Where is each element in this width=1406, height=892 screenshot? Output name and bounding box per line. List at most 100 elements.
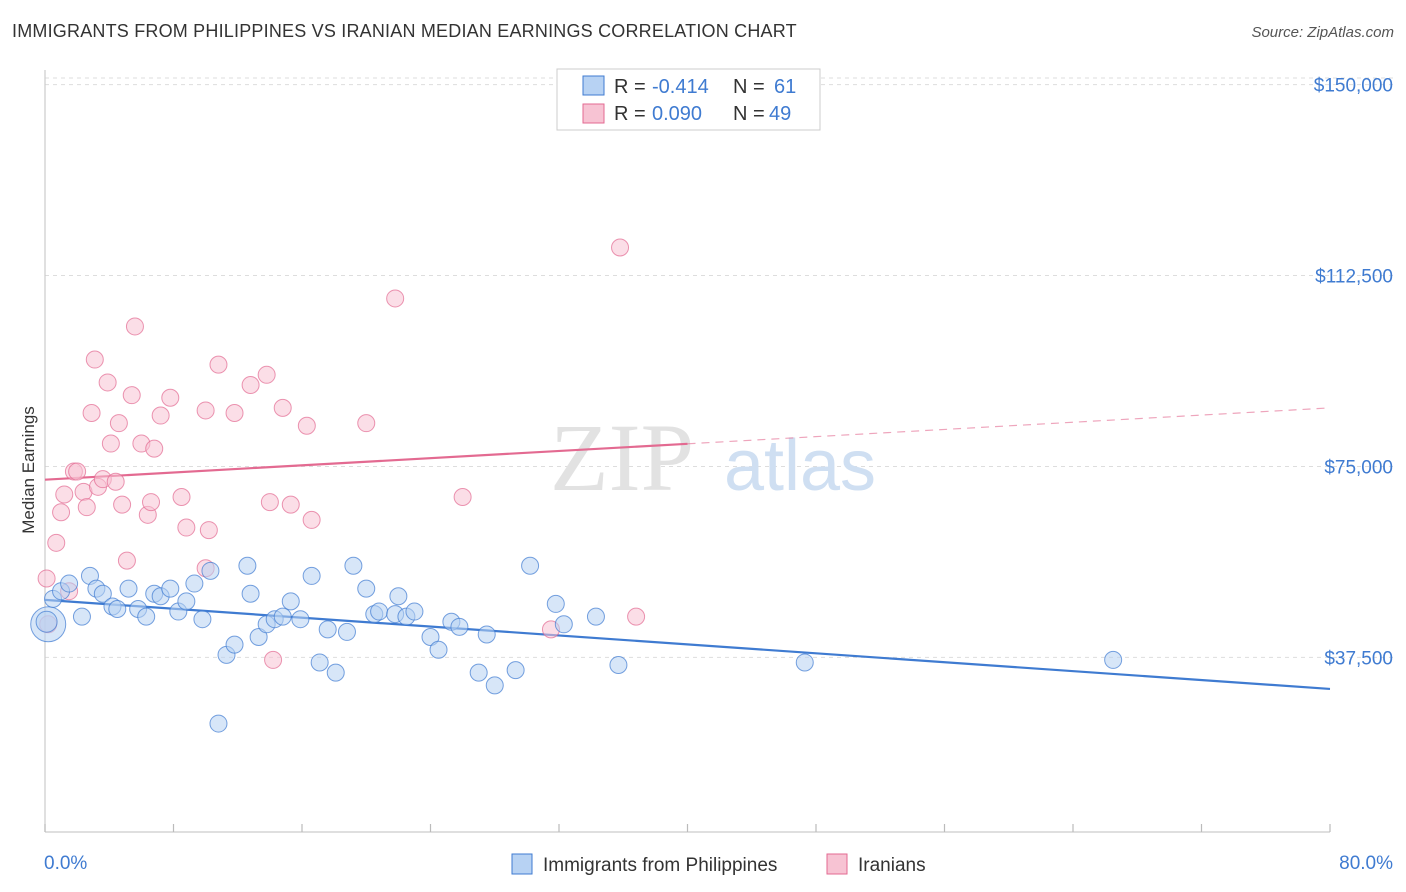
point-philippines [554, 615, 573, 634]
point-philippines [421, 628, 440, 647]
legend-swatch-philippines [511, 853, 533, 875]
watermark-zip: ZIP [550, 404, 694, 511]
point-philippines [429, 640, 448, 659]
point-iranians [196, 401, 215, 420]
point-philippines [108, 600, 127, 619]
point-philippines [795, 653, 814, 672]
point-philippines [281, 592, 300, 611]
point-philippines [546, 594, 565, 613]
point-philippines [469, 663, 488, 682]
point-iranians [225, 403, 244, 422]
watermark: ZIP atlas [550, 404, 876, 511]
point-philippines [72, 607, 91, 626]
point-iranians [98, 373, 117, 392]
point-iranians [386, 289, 405, 308]
point-philippines [193, 610, 212, 629]
point-philippines [318, 620, 337, 639]
legend-label-philippines: Immigrants from Philippines [543, 855, 777, 876]
point-iranians [302, 510, 321, 529]
point-iranians [172, 488, 191, 507]
point-philippines [185, 574, 204, 593]
point-iranians [37, 569, 56, 588]
point-iranians [122, 386, 141, 405]
point-iranians [627, 607, 646, 626]
point-philippines [291, 610, 310, 629]
point-philippines [93, 584, 112, 603]
y-axis-label: Median Earnings [19, 406, 38, 534]
point-philippines [344, 556, 363, 575]
stats-legend: R = -0.414 N = 61 R = 0.090 N = 49 [556, 68, 821, 131]
trend-lines [44, 407, 1331, 691]
legend-swatch-iranians [826, 853, 848, 875]
series-legend: Immigrants from Philippines Iranians [511, 853, 926, 876]
point-iranians [297, 416, 316, 435]
point-iranians [117, 551, 136, 570]
point-iranians [273, 398, 292, 417]
point-iranians [145, 439, 164, 458]
point-philippines [450, 617, 469, 636]
point-philippines [586, 607, 605, 626]
point-philippines [177, 592, 196, 611]
point-philippines [238, 556, 257, 575]
stats-n-value-2: 49 [769, 103, 791, 125]
point-philippines [477, 625, 496, 644]
point-iranians [611, 238, 630, 257]
point-philippines [337, 622, 356, 641]
point-iranians [109, 414, 128, 433]
stats-r-value-2: 0.090 [652, 103, 702, 125]
point-iranians [453, 488, 472, 507]
point-iranians [142, 493, 161, 512]
stats-r-label-1: R = [614, 76, 646, 98]
point-philippines [357, 579, 376, 598]
chart-title: IMMIGRANTS FROM PHILIPPINES VS IRANIAN M… [12, 21, 797, 41]
stats-r-value-1: -0.414 [652, 76, 709, 98]
point-philippines [209, 714, 228, 733]
point-iranians [260, 493, 279, 512]
point-iranians [113, 495, 132, 514]
point-philippines [1104, 650, 1123, 669]
point-philippines [119, 579, 138, 598]
point-iranians [241, 375, 260, 394]
point-philippines [389, 587, 408, 606]
tick-labels: $37,500 $75,000 $112,500 $150,000 0.0% 80.0% [44, 76, 1393, 874]
point-philippines [137, 607, 156, 626]
point-iranians [151, 406, 170, 425]
data-points [30, 238, 1123, 733]
stats-n-value-1: 61 [774, 76, 796, 98]
point-philippines [506, 661, 525, 680]
source-label: Source: ZipAtlas.com [1251, 24, 1394, 41]
point-philippines [302, 566, 321, 585]
point-iranians [85, 350, 104, 369]
point-philippines [273, 607, 292, 626]
stats-r-label-2: R = [614, 103, 646, 125]
point-philippines [485, 676, 504, 695]
trend-line-0 [44, 598, 1331, 691]
point-philippines [201, 561, 220, 580]
point-philippines [249, 628, 268, 647]
stats-n-label-1: N = [733, 76, 765, 98]
y-tick-label: $75,000 [1324, 457, 1393, 478]
point-iranians [47, 533, 66, 552]
stats-n-label-2: N = [733, 103, 765, 125]
point-iranians [82, 403, 101, 422]
point-philippines [241, 584, 260, 603]
point-philippines [60, 574, 79, 593]
stats-legend-swatch-pink [582, 103, 605, 124]
point-philippines [405, 602, 424, 621]
point-philippines [161, 579, 180, 598]
y-tick-label: $112,500 [1315, 267, 1393, 288]
trend-line-dashed-1 [687, 407, 1331, 445]
point-iranians [209, 355, 228, 374]
watermark-atlas: atlas [724, 426, 876, 506]
point-iranians [55, 485, 74, 504]
x-tick-label-max: 80.0% [1339, 853, 1393, 874]
point-iranians [68, 462, 87, 481]
point-iranians [264, 650, 283, 669]
point-iranians [281, 495, 300, 514]
point-iranians [106, 472, 125, 491]
point-iranians [199, 521, 218, 540]
x-tick-label-min: 0.0% [44, 853, 87, 874]
point-iranians [52, 503, 71, 522]
point-philippines [326, 663, 345, 682]
